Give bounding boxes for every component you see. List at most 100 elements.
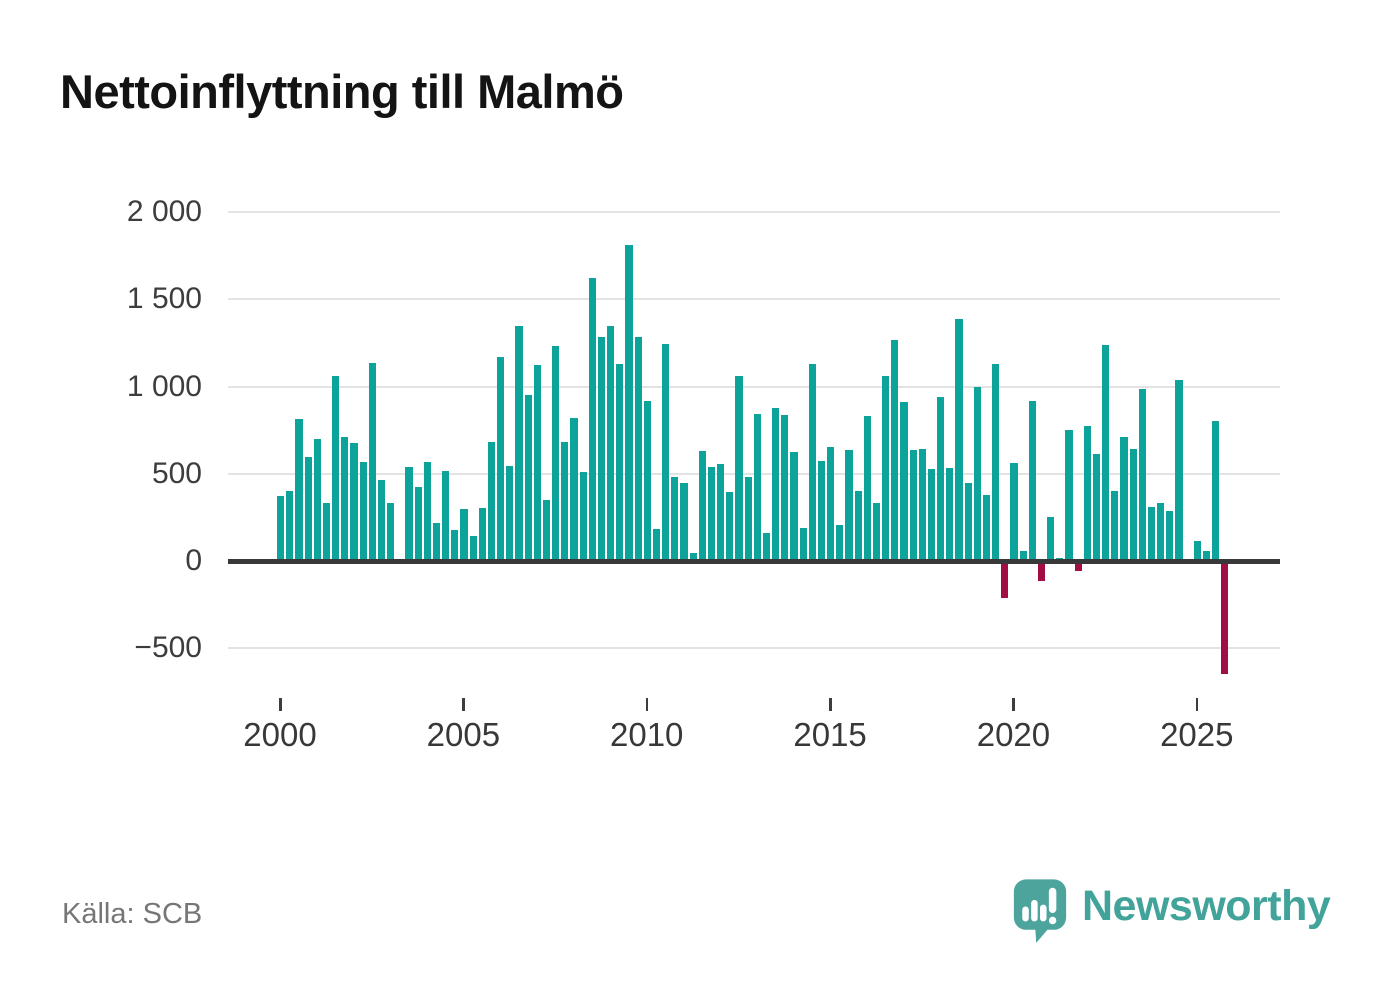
bar — [1147, 506, 1156, 561]
bar — [662, 343, 670, 561]
page-title: Nettoinflyttning till Malmö — [60, 65, 624, 118]
bar — [561, 442, 569, 561]
x-tick-mark — [829, 698, 832, 711]
x-tick-label: 2015 — [793, 716, 867, 753]
bar — [817, 460, 826, 561]
bar — [579, 472, 587, 561]
bar — [1074, 562, 1082, 571]
bar — [552, 345, 560, 561]
bar — [533, 364, 541, 561]
bar — [937, 397, 945, 561]
bar — [359, 461, 367, 561]
bar — [432, 522, 441, 561]
bar — [1083, 425, 1091, 561]
bar — [707, 466, 716, 561]
bar — [524, 395, 532, 561]
bar — [451, 529, 459, 561]
bar — [597, 336, 606, 561]
bar — [1028, 400, 1036, 561]
bar — [423, 461, 431, 561]
bar — [671, 477, 679, 561]
x-tick-mark — [1195, 698, 1199, 711]
x-tick-label: 2025 — [1160, 716, 1234, 753]
bar — [1120, 437, 1128, 561]
bar — [1202, 550, 1211, 561]
bar — [652, 528, 661, 561]
bar — [854, 491, 862, 561]
bar — [790, 452, 798, 561]
bar — [313, 438, 321, 561]
bar — [497, 356, 505, 561]
bar — [295, 418, 303, 561]
bar — [442, 471, 450, 561]
bar — [478, 507, 486, 561]
bar — [506, 465, 514, 561]
bar — [332, 376, 340, 561]
y-tick-label: 2 000 — [126, 195, 202, 229]
bar — [1175, 380, 1183, 561]
bar — [634, 336, 642, 561]
bar — [1102, 344, 1110, 561]
bar — [368, 363, 376, 561]
bar — [616, 363, 624, 561]
bar — [918, 449, 926, 561]
bar — [377, 479, 386, 561]
bar — [909, 450, 917, 561]
bar — [542, 499, 551, 561]
bar — [808, 363, 816, 561]
bar — [1092, 453, 1101, 561]
bar — [772, 407, 780, 561]
bar — [799, 527, 807, 561]
bar — [414, 486, 422, 561]
source-note: Källa: SCB — [62, 898, 203, 930]
bar — [1111, 491, 1119, 561]
bar — [882, 376, 890, 561]
y-tick-label: 1 500 — [126, 282, 202, 316]
bar — [607, 325, 615, 561]
bar — [1010, 463, 1018, 561]
x-tick-mark — [645, 698, 649, 711]
bar — [698, 451, 706, 561]
bar — [781, 414, 789, 561]
bar — [286, 491, 294, 561]
newsworthy-logo: Newsworthy — [1012, 877, 1331, 949]
bar — [836, 525, 844, 561]
gridline — [228, 647, 1280, 650]
bar — [1166, 511, 1174, 561]
bar — [955, 319, 963, 561]
bar — [753, 413, 761, 561]
bar — [717, 464, 725, 561]
x-tick-label: 2010 — [610, 716, 684, 753]
bar — [1157, 502, 1165, 561]
bar — [1001, 562, 1009, 598]
bar — [845, 450, 853, 561]
bar — [827, 446, 835, 561]
bar — [1037, 562, 1046, 582]
bar — [460, 508, 468, 561]
y-tick-label: 1 000 — [126, 369, 202, 403]
bar — [900, 402, 908, 561]
bar — [469, 535, 477, 561]
bar — [405, 466, 413, 561]
bar — [1047, 516, 1055, 561]
x-tick-label: 2000 — [243, 716, 317, 753]
bar — [973, 386, 981, 561]
bar — [863, 416, 871, 561]
bar — [350, 443, 358, 561]
bar — [322, 503, 331, 561]
bar — [625, 245, 633, 561]
gridline — [228, 298, 1280, 301]
bar — [726, 492, 734, 561]
y-tick-label: 500 — [151, 456, 202, 490]
y-tick-label: −500 — [134, 631, 202, 665]
bar — [872, 503, 881, 561]
bar — [1221, 562, 1229, 674]
bar — [387, 503, 395, 561]
bar — [982, 494, 991, 561]
bar — [762, 533, 771, 561]
newsworthy-logo-icon — [1012, 877, 1068, 949]
bar — [1065, 430, 1073, 561]
bar — [1212, 421, 1220, 561]
bar — [744, 477, 752, 561]
